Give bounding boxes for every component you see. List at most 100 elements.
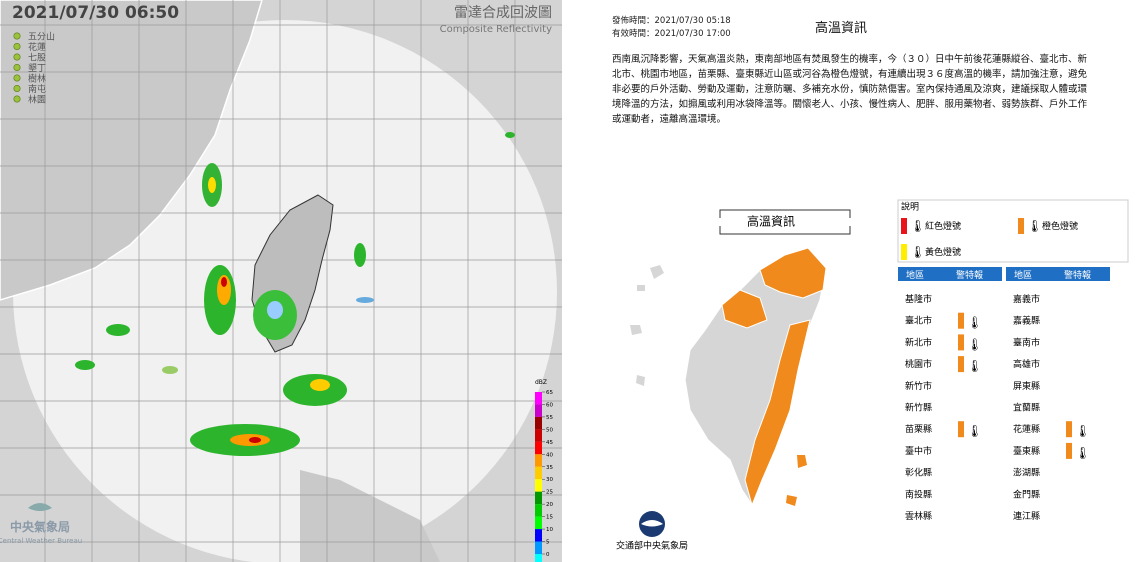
colorbar-label: 40: [546, 452, 553, 458]
warning-swatch: [958, 312, 964, 329]
legend-swatch: [1018, 218, 1024, 234]
colorbar-label: 20: [546, 502, 553, 508]
header-label: 地區: [1014, 269, 1032, 281]
agency: 中央氣象局: [10, 519, 70, 534]
colorbar-unit: dBZ: [535, 379, 547, 386]
warning-text: 西南風沉降影響，天氣高溫炎熱，東南部地區有焚風發生的機率，今（３０）日中午前後花…: [612, 54, 1088, 125]
colorbar-cell: [535, 491, 542, 505]
legend-swatch: [901, 244, 907, 260]
legend-label: 橙色燈號: [1042, 220, 1078, 232]
island: [300, 470, 440, 562]
colorbar-cell: [535, 529, 542, 542]
colorbar-cell: [535, 454, 542, 467]
map-title-frame: [719, 209, 851, 235]
logo-mark: [641, 520, 663, 527]
header-label: 地區: [906, 269, 924, 281]
area-name: 新竹縣: [905, 402, 932, 414]
area-name: 澎湖縣: [1013, 467, 1040, 479]
area-name: 臺東縣: [1013, 445, 1040, 457]
station-dot: [13, 32, 21, 40]
area-name: 宜蘭縣: [1013, 402, 1040, 414]
area-name: 金門縣: [1013, 488, 1040, 500]
colorbar-cell: [535, 554, 542, 562]
station-name: 七股: [28, 53, 46, 64]
colorbar-label: 45: [546, 440, 553, 446]
colorbar-label: 50: [546, 427, 553, 433]
warning-title: 高溫資訊: [815, 21, 868, 36]
legend: 🌡 紅色燈號 🌡 橙色燈號🌡 黃色燈號: [901, 218, 1078, 260]
station-dot: [13, 42, 21, 50]
colorbar-cell: [535, 541, 542, 554]
warning-swatch: [958, 334, 964, 351]
station-name: 花蓮: [28, 41, 46, 53]
legend-icon: 🌡: [910, 245, 925, 259]
station-name: 墾丁: [28, 62, 46, 74]
radar-subtitle: Composite Reflectivity: [440, 24, 552, 35]
colorbar-label: 25: [546, 490, 553, 496]
area-name: 新北市: [905, 336, 932, 348]
area-name: 基隆市: [905, 293, 932, 305]
issued: 發佈時間：2021/07/30 05:18: [612, 16, 731, 26]
area-name: 桃園市: [905, 358, 932, 370]
area-name: 彰化縣: [905, 467, 932, 479]
colorbar-label: 65: [546, 390, 553, 396]
colorbar-label: 35: [546, 465, 553, 471]
colorbar-cell: [535, 516, 542, 530]
colorbar-label: 5: [546, 540, 550, 546]
legend-icon: 🌡: [1027, 219, 1042, 233]
colorbar-cell: [535, 429, 542, 442]
colorbar-label: 60: [546, 402, 553, 408]
station-dot: [13, 64, 21, 72]
station-dot: [13, 53, 21, 61]
station-name: 五分山: [28, 32, 55, 43]
agency-en: Central Weather Bureau: [0, 537, 82, 545]
area-name: 苗栗縣: [905, 424, 932, 435]
warning-swatch: [958, 421, 964, 438]
area-name: 花蓮縣: [1013, 423, 1040, 435]
area-name: 雲林縣: [905, 510, 932, 522]
warning-panel: 高溫資訊 說明 🌡 紅色燈號 🌡 橙色燈號🌡 黃色燈號 地區 警特報 地區 警特報基隆市臺北市…: [616, 199, 1129, 552]
echoes: [75, 132, 515, 456]
radar-title: 雷達合成回波圖: [454, 5, 552, 21]
warning-icon: 🌡: [967, 337, 982, 351]
station-name: 南屯: [28, 83, 46, 95]
station-dot: [13, 95, 21, 103]
station-name: 樹林: [28, 73, 46, 85]
header-label: 警特報: [1064, 269, 1091, 281]
warning-swatch: [958, 356, 964, 373]
map-title: 高溫資訊: [747, 214, 795, 229]
area-name: 臺中市: [905, 445, 932, 457]
warning-icon: 🌡: [967, 316, 982, 330]
colorbar-cell: [535, 504, 542, 517]
legend-label: 紅色燈號: [925, 220, 961, 232]
colorbar-cell: [535, 404, 542, 417]
table-header: [1006, 267, 1110, 281]
colorbar-cell: [535, 392, 542, 405]
colorbar-cell: [535, 466, 542, 480]
station-dot: [13, 85, 21, 93]
area-name: 連江縣: [1013, 510, 1040, 522]
colorbar-label: 15: [546, 515, 553, 521]
legend-icon: 🌡: [910, 219, 925, 233]
colorbar-cell: [535, 441, 542, 455]
colorbar-cell: [535, 479, 542, 492]
footer: 交通部中央氣象局: [616, 540, 688, 552]
legend-label: 黃色燈號: [925, 246, 961, 258]
legend-box: [897, 199, 1129, 263]
area-name: 嘉義市: [1013, 293, 1040, 305]
radar-panel: 2021/07/30 06:50 雷達合成回波圖 Composite Refle…: [0, 0, 562, 562]
colorbar-cell: [535, 416, 542, 430]
warning-icon: 🌡: [1075, 446, 1090, 460]
logo: [28, 503, 52, 511]
area-name: 屏東縣: [1013, 380, 1040, 392]
area-name: 臺南市: [1013, 336, 1040, 348]
header-label: 警特報: [956, 269, 983, 281]
warning-swatch: [1066, 442, 1072, 459]
legend-title: 說明: [901, 201, 919, 213]
area-name: 新竹市: [905, 380, 932, 392]
valid: 有效時間：2021/07/30 17:00: [612, 29, 731, 39]
colorbar-label: 10: [546, 527, 553, 533]
timestamp: 2021/07/30 06:50: [12, 3, 179, 23]
